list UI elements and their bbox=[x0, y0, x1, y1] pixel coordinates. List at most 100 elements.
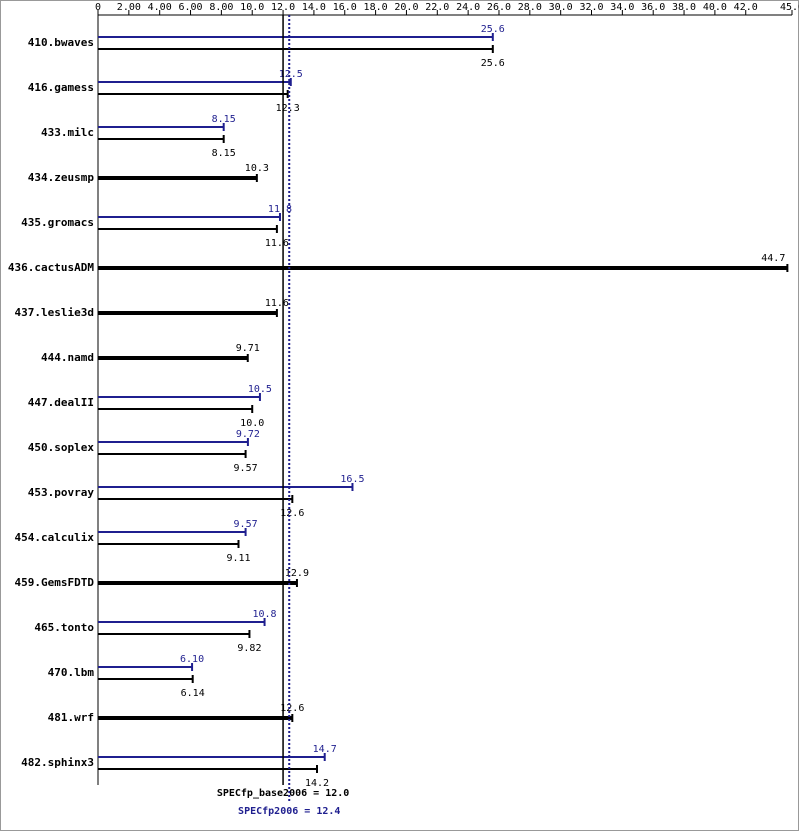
bar bbox=[98, 126, 224, 128]
value-label: 9.71 bbox=[236, 343, 260, 354]
value-label: 10.0 bbox=[240, 418, 264, 429]
category-label: 416.gamess bbox=[28, 81, 94, 94]
bar bbox=[98, 396, 260, 398]
value-label: 9.82 bbox=[237, 643, 261, 654]
category-label: 436.cactusADM bbox=[8, 261, 94, 274]
x-tick-label: 40.0 bbox=[703, 2, 727, 13]
bar bbox=[98, 621, 265, 623]
category-label: 465.tonto bbox=[34, 621, 94, 634]
bar bbox=[98, 486, 353, 488]
bar bbox=[98, 498, 293, 500]
bar bbox=[98, 216, 280, 218]
value-label: 16.5 bbox=[340, 474, 364, 485]
bar bbox=[98, 633, 250, 635]
value-label: 9.11 bbox=[226, 553, 250, 564]
category-label: 444.namd bbox=[41, 351, 94, 364]
x-tick-label: 2.00 bbox=[117, 2, 141, 13]
bar bbox=[98, 138, 224, 140]
x-tick-label: 4.00 bbox=[148, 2, 172, 13]
x-tick-label: 18.0 bbox=[364, 2, 388, 13]
category-label: 459.GemsFDTD bbox=[15, 576, 95, 589]
reference-label: SPECfp2006 = 12.4 bbox=[238, 806, 340, 817]
reference-label: SPECfp_base2006 = 12.0 bbox=[217, 788, 349, 799]
value-label: 9.57 bbox=[234, 519, 258, 530]
category-label: 450.soplex bbox=[28, 441, 95, 454]
bar bbox=[98, 93, 288, 95]
value-label: 11.8 bbox=[268, 204, 292, 215]
bar bbox=[98, 48, 493, 50]
bar bbox=[98, 666, 193, 668]
category-label: 481.wrf bbox=[48, 711, 94, 724]
category-label: 453.povray bbox=[28, 486, 95, 499]
x-tick-label: 0 bbox=[95, 2, 101, 13]
x-tick-label: 20.0 bbox=[394, 2, 418, 13]
bar bbox=[98, 756, 325, 758]
x-tick-label: 26.0 bbox=[487, 2, 511, 13]
category-label: 434.zeusmp bbox=[28, 171, 95, 184]
category-label: 410.bwaves bbox=[28, 36, 94, 49]
bar bbox=[98, 441, 248, 443]
value-label: 8.15 bbox=[212, 114, 236, 125]
value-label: 9.72 bbox=[236, 429, 260, 440]
bar bbox=[98, 768, 317, 770]
bar bbox=[98, 176, 257, 180]
x-tick-label: 36.0 bbox=[641, 2, 665, 13]
bar bbox=[98, 356, 248, 360]
value-label: 10.8 bbox=[253, 609, 277, 620]
x-tick-label: 28.0 bbox=[518, 2, 542, 13]
value-label: 6.10 bbox=[180, 654, 204, 665]
category-label: 435.gromacs bbox=[21, 216, 94, 229]
x-tick-label: 38.0 bbox=[672, 2, 696, 13]
category-label: 447.dealII bbox=[28, 396, 94, 409]
value-label: 10.5 bbox=[248, 384, 272, 395]
x-tick-label: 24.0 bbox=[456, 2, 480, 13]
bar bbox=[98, 36, 493, 38]
x-tick-label: 22.0 bbox=[425, 2, 449, 13]
category-label: 470.lbm bbox=[48, 666, 95, 679]
value-label: 12.3 bbox=[276, 103, 300, 114]
bar bbox=[98, 311, 277, 315]
x-tick-label: 30.0 bbox=[549, 2, 573, 13]
value-label: 11.6 bbox=[265, 298, 289, 309]
value-label: 8.15 bbox=[212, 148, 236, 159]
x-tick-label: 34.0 bbox=[610, 2, 634, 13]
x-tick-label: 14.0 bbox=[302, 2, 326, 13]
value-label: 11.6 bbox=[265, 238, 289, 249]
category-label: 433.milc bbox=[41, 126, 94, 139]
bar bbox=[98, 531, 246, 533]
bar bbox=[98, 453, 246, 455]
bar bbox=[98, 716, 293, 720]
category-label: 454.calculix bbox=[15, 531, 95, 544]
bar bbox=[98, 81, 291, 83]
category-label: 482.sphinx3 bbox=[21, 756, 94, 769]
bar bbox=[98, 408, 253, 410]
x-tick-label: 8.00 bbox=[209, 2, 233, 13]
value-label: 12.9 bbox=[285, 568, 309, 579]
value-label: 25.6 bbox=[481, 24, 505, 35]
bar bbox=[98, 266, 788, 270]
x-tick-label: 32.0 bbox=[579, 2, 603, 13]
value-label: 6.14 bbox=[181, 688, 205, 699]
x-tick-label: 42.0 bbox=[734, 2, 758, 13]
x-tick-label: 12.0 bbox=[271, 2, 295, 13]
value-label: 12.5 bbox=[279, 69, 303, 80]
value-label: 14.2 bbox=[305, 778, 329, 789]
category-label: 437.leslie3d bbox=[15, 306, 94, 319]
value-label: 25.6 bbox=[481, 58, 505, 69]
value-label: 12.6 bbox=[280, 508, 304, 519]
bar bbox=[98, 543, 239, 545]
x-tick-label: 16.0 bbox=[333, 2, 357, 13]
value-label: 9.57 bbox=[234, 463, 258, 474]
value-label: 12.6 bbox=[280, 703, 304, 714]
bar bbox=[98, 228, 277, 230]
x-tick-label: 10.0 bbox=[240, 2, 264, 13]
x-tick-label: 45.0 bbox=[780, 2, 799, 13]
bar bbox=[98, 678, 193, 680]
value-label: 44.7 bbox=[761, 253, 785, 264]
x-tick-label: 6.00 bbox=[178, 2, 202, 13]
value-label: 14.7 bbox=[313, 744, 337, 755]
bar bbox=[98, 581, 297, 585]
value-label: 10.3 bbox=[245, 163, 269, 174]
